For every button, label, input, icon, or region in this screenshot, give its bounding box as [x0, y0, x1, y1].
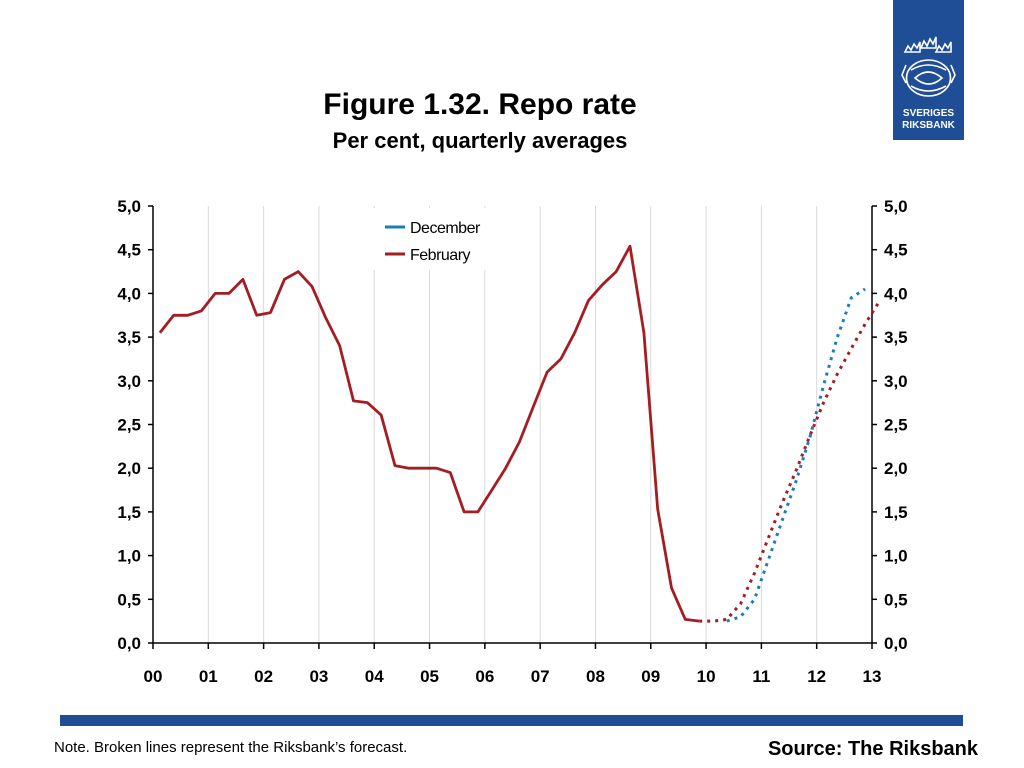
- series-line-february: [158, 244, 700, 623]
- series-lines: [158, 244, 881, 623]
- y-tick-label-right: 4,0: [884, 284, 908, 303]
- y-tick-label-left: 0,5: [117, 590, 141, 609]
- legend-label-february: February: [410, 247, 471, 264]
- y-tick-label-left: 2,5: [117, 416, 141, 435]
- x-tick-label: 09: [641, 667, 660, 686]
- repo-rate-chart: 0,0 0,0 0,5 0,5 1,0 1,0 1,5 1,5 2,0 2,0 2,5 2,5 3,0 3…: [117, 197, 907, 686]
- y-tick-label-right: 4,5: [884, 241, 908, 260]
- x-tick-label: 02: [254, 667, 273, 686]
- riksbank-crown-emblem-icon: [901, 36, 956, 97]
- x-tick-label: 12: [807, 667, 826, 686]
- chart-subtitle: Per cent, quarterly averages: [332, 128, 628, 153]
- footer-bar: [60, 715, 963, 726]
- x-tick-label: 03: [309, 667, 328, 686]
- x-tick-label: 06: [475, 667, 494, 686]
- logo-text-line1: SVERIGES: [902, 108, 955, 119]
- y-tick-label-left: 1,5: [117, 503, 141, 522]
- legend-box: [355, 208, 515, 270]
- y-tick-label-left: 2,0: [117, 459, 141, 478]
- logo-text-line2: RIKSBANK: [902, 120, 955, 131]
- y-tick-label-right: 1,0: [884, 547, 908, 566]
- series-line-february-forecast: [699, 301, 881, 623]
- x-tick-label: 04: [365, 667, 384, 686]
- x-tick-label: 11: [752, 667, 770, 686]
- y-tick-label-left: 4,5: [117, 241, 141, 260]
- x-tick-label: 10: [697, 667, 716, 686]
- y-tick-label-left: 1,0: [117, 547, 141, 566]
- series-line-december-forecast: [726, 287, 866, 623]
- x-tick-label: 01: [199, 667, 218, 686]
- x-tick-label: 08: [586, 667, 605, 686]
- footnote: Note. Broken lines represent the Riksban…: [54, 739, 408, 756]
- y-tick-label-right: 2,0: [884, 459, 908, 478]
- y-tick-label-left: 3,5: [117, 328, 141, 347]
- x-tick-label: 13: [863, 667, 882, 686]
- riksbank-logo: SVERIGES RIKSBANK: [893, 0, 964, 140]
- y-tick-label-right: 3,0: [884, 372, 908, 391]
- axes: [148, 205, 877, 649]
- y-tick-label-left: 0,0: [117, 634, 141, 653]
- x-tick-label: 05: [420, 667, 439, 686]
- y-tick-label-left: 4,0: [117, 284, 141, 303]
- legend: December February: [355, 208, 515, 270]
- y-tick-label-right: 3,5: [884, 328, 908, 347]
- y-tick-label-left: 5,0: [117, 197, 141, 216]
- y-tick-label-right: 5,0: [884, 197, 908, 216]
- y-tick-label-right: 0,5: [884, 590, 908, 609]
- source-label: Source: The Riksbank: [767, 738, 978, 760]
- y-tick-label-right: 2,5: [884, 416, 908, 435]
- y-tick-label-left: 3,0: [117, 372, 141, 391]
- x-tick-label: 00: [144, 667, 163, 686]
- legend-label-december: December: [410, 220, 481, 237]
- x-tick-label: 07: [531, 667, 550, 686]
- tick-labels: 0,0 0,0 0,5 0,5 1,0 1,0 1,5 1,5 2,0 2,0 2,5 2,5 3,0 3…: [117, 197, 907, 686]
- chart-title: Figure 1.32. Repo rate: [323, 88, 637, 121]
- y-tick-label-right: 1,5: [884, 503, 908, 522]
- y-tick-label-right: 0,0: [884, 634, 908, 653]
